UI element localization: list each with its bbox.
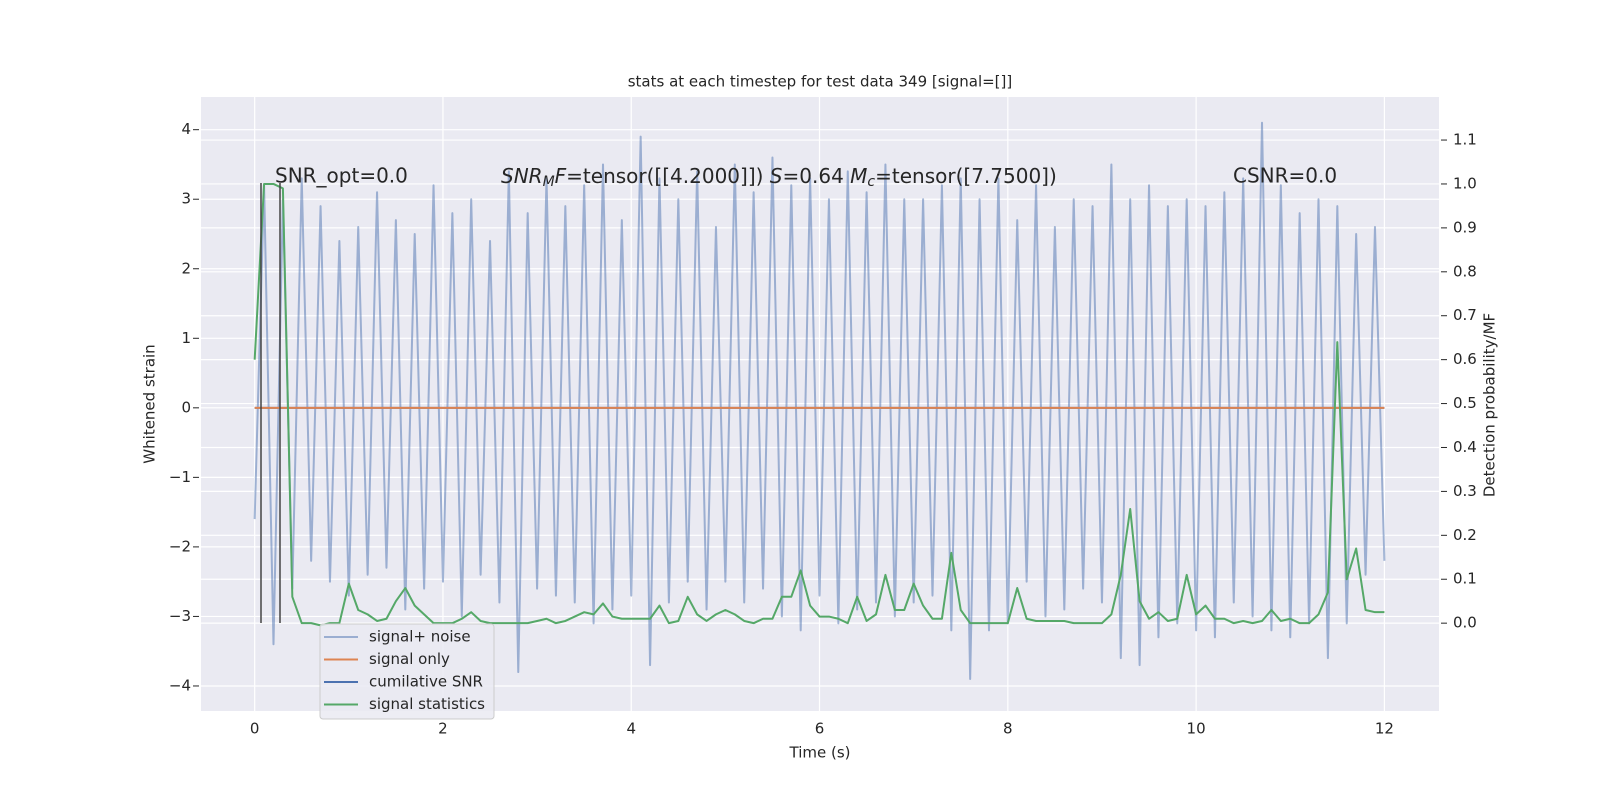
annotation-part: M xyxy=(543,174,555,190)
annotation-part: =0.64 xyxy=(783,164,851,188)
series-line xyxy=(253,182,1385,627)
annotation: CSNR=0.0 xyxy=(1233,164,1337,188)
ticks: 0 2 4 6 8 10 12−4−3−2−1012340.00.10.20.30.40.5… xyxy=(169,120,1477,737)
legend: signal+ noise signal only cumilative SNR si… xyxy=(319,623,495,720)
y2-tick-label: 1.1 xyxy=(1453,131,1477,149)
y2-tick-label: 0.3 xyxy=(1453,482,1477,500)
y2-tick-label: 0.1 xyxy=(1453,570,1477,588)
annotation: SNR_opt=0.0 xyxy=(275,164,408,188)
y2-tick-label: 0.9 xyxy=(1453,218,1477,236)
x-tick-label: 4 xyxy=(626,720,636,738)
y2-tick-label: 0.6 xyxy=(1453,350,1477,368)
annotation-part: =tensor([7.7500]) xyxy=(875,164,1057,188)
x-tick-label: 10 xyxy=(1187,720,1206,738)
y-tick-label: 0 xyxy=(181,398,191,416)
annotation-part: c xyxy=(867,174,875,190)
x-tick-label: 8 xyxy=(1003,720,1013,738)
x-tick-label: 2 xyxy=(438,720,448,738)
legend-label: signal+ noise xyxy=(369,628,471,646)
x-tick-label: 12 xyxy=(1375,720,1394,738)
annotation-part: =tensor([[4.2000]]) xyxy=(566,164,770,188)
y2-tick-label: 0.7 xyxy=(1453,306,1477,324)
chart-title: stats at each timestep for test data 349… xyxy=(628,73,1013,91)
y-tick-label: −4 xyxy=(169,676,191,694)
legend-label: signal only xyxy=(369,650,450,668)
marks xyxy=(253,121,1386,681)
y-tick-label: −3 xyxy=(169,607,191,625)
annotation-part: S xyxy=(770,164,783,188)
legend-label: cumilative SNR xyxy=(369,673,483,691)
y2-tick-label: 1.0 xyxy=(1453,174,1477,192)
y2-tick-label: 0.2 xyxy=(1453,526,1477,544)
y-tick-label: −2 xyxy=(169,537,191,555)
legend-label: signal statistics xyxy=(369,695,485,713)
x-tick-label: 6 xyxy=(815,720,825,738)
y-tick-label: 3 xyxy=(181,190,191,208)
x-axis-label: Time (s) xyxy=(789,744,851,762)
y2-tick-label: 0.5 xyxy=(1453,394,1477,412)
x-tick-label: 0 xyxy=(250,720,260,738)
annotation-part: SNR xyxy=(501,164,543,188)
y2-tick-label: 0.0 xyxy=(1453,614,1477,632)
y-tick-label: 1 xyxy=(181,329,191,347)
y-tick-label: −1 xyxy=(169,468,191,486)
y-tick-label: 2 xyxy=(181,259,191,277)
annotation-part: F xyxy=(555,164,567,188)
y2-axis-label: Detection probability/MF xyxy=(1481,313,1499,497)
annotation: SNRMF=tensor([[4.2000]]) S=0.64 Mc=tenso… xyxy=(501,164,1057,191)
y-axis-label: Whitened strain xyxy=(141,344,159,463)
y2-tick-label: 0.8 xyxy=(1453,262,1477,280)
y2-tick-label: 0.4 xyxy=(1453,438,1477,456)
y-tick-label: 4 xyxy=(181,120,191,138)
legend-box xyxy=(319,623,495,720)
annotation-part: M xyxy=(850,164,867,188)
series-line xyxy=(253,121,1386,681)
